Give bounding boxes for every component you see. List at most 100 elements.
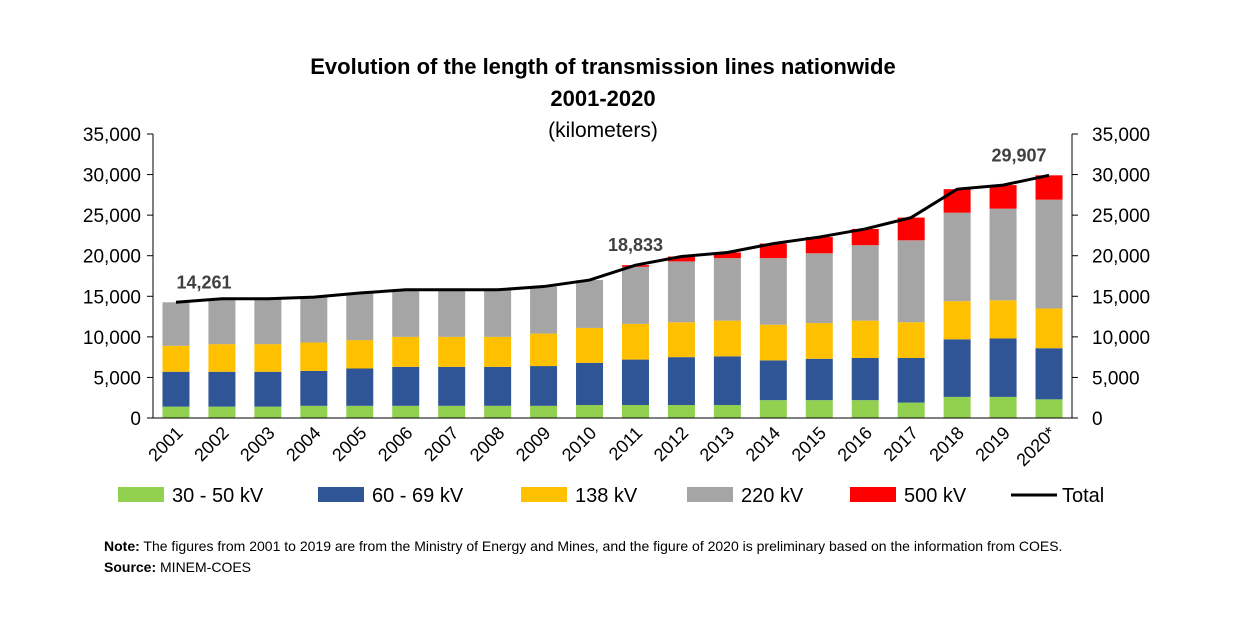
legend-label-1: 60 - 69 kV (372, 485, 464, 507)
bar-segment-1-1 (208, 371, 236, 407)
bar-segment-0-9 (576, 405, 604, 418)
bar-segment-3-15 (851, 245, 879, 321)
x-tick-label: 2002 (190, 423, 232, 465)
x-tick-label: 2020* (1012, 423, 1059, 470)
legend-swatch-0 (118, 487, 164, 502)
bar-segment-1-16 (897, 357, 925, 403)
bar-segment-3-7 (484, 289, 512, 337)
bar-segment-4-13 (759, 243, 787, 259)
bar-segment-1-11 (667, 357, 695, 406)
chart-subtitle: (kilometers) (548, 119, 658, 142)
bar-segment-1-0 (162, 371, 190, 407)
y-tick-label-right: 0 (1092, 409, 1103, 430)
bar-segment-4-16 (897, 217, 925, 241)
legend-swatch-1 (318, 487, 364, 502)
x-tick-label: 2009 (512, 423, 554, 465)
bar-segment-0-0 (162, 406, 190, 418)
y-tick-label-right: 35,000 (1092, 125, 1150, 146)
legend-label-total: Total (1062, 485, 1104, 507)
y-tick-label-left: 0 (130, 409, 141, 430)
bar-segment-1-10 (621, 359, 649, 406)
y-tick-label-right: 30,000 (1092, 166, 1150, 187)
bar-segment-2-7 (484, 336, 512, 367)
bar-segment-3-6 (438, 289, 466, 337)
bar-segment-4-11 (667, 256, 695, 262)
bar-segment-1-9 (576, 362, 604, 406)
bar-segment-2-19 (1035, 308, 1063, 349)
bar-segment-2-16 (897, 322, 925, 358)
total-callout: 29,907 (991, 145, 1046, 165)
bar-segment-0-15 (851, 400, 879, 418)
x-tick-label: 2014 (742, 423, 784, 465)
bar-segment-0-2 (254, 406, 282, 418)
x-tick-label: 2008 (466, 423, 508, 465)
x-tick-label: 2017 (880, 423, 922, 465)
note-block: Note: The figures from 2001 to 2019 are … (104, 536, 1164, 578)
bar-segment-1-8 (530, 366, 558, 406)
bar-segment-3-5 (392, 289, 420, 337)
bar-segment-0-11 (667, 405, 695, 418)
bar-segment-1-13 (759, 360, 787, 401)
bar-segment-3-3 (300, 297, 328, 343)
bar-segment-4-14 (805, 237, 833, 254)
bar-segment-2-17 (943, 301, 971, 340)
y-tick-label-left: 20,000 (83, 247, 141, 268)
bar-segment-3-11 (667, 261, 695, 323)
bar-segment-0-10 (621, 405, 649, 418)
bar-segment-3-16 (897, 240, 925, 323)
plot-area: 0 0 5,000 5,000 10,000 10,000 15,000 15,000 20,0… (83, 125, 1150, 470)
legend-swatch-2 (521, 487, 567, 502)
source-text: MINEM-COES (160, 559, 252, 575)
x-tick-label: 2005 (328, 423, 370, 465)
bar-segment-1-5 (392, 366, 420, 406)
bar-segment-2-2 (254, 344, 282, 372)
bar-segment-1-18 (989, 338, 1017, 397)
bar-segment-1-6 (438, 366, 466, 406)
bar-segment-1-12 (713, 356, 741, 406)
bar-segment-1-15 (851, 357, 879, 401)
bar-segment-4-12 (713, 252, 741, 259)
y-tick-label-left: 35,000 (83, 125, 141, 146)
bar-segment-2-4 (346, 340, 374, 369)
bar-segment-2-12 (713, 320, 741, 357)
legend-swatch-4 (850, 487, 896, 502)
y-tick-label-left: 5,000 (93, 368, 141, 389)
legend-swatch-3 (687, 487, 733, 502)
source-label: Source: (104, 559, 157, 575)
y-tick-label-left: 15,000 (83, 287, 141, 308)
y-tick-label-left: 25,000 (83, 206, 141, 227)
x-tick-label: 2004 (282, 423, 324, 465)
bar-segment-3-10 (621, 266, 649, 324)
bar-segment-2-9 (576, 327, 604, 363)
bar-segment-2-11 (667, 322, 695, 358)
note-line: Note: The figures from 2001 to 2019 are … (104, 536, 1164, 557)
bar-segment-0-7 (484, 405, 512, 418)
x-tick-label: 2019 (971, 423, 1013, 465)
total-line (175, 173, 1050, 304)
bar-segment-1-19 (1035, 348, 1063, 400)
y-tick-label-left: 10,000 (83, 328, 141, 349)
x-tick-label: 2003 (236, 423, 278, 465)
bar-segment-1-7 (484, 366, 512, 406)
y-tick-label-right: 25,000 (1092, 206, 1150, 227)
bar-segment-2-15 (851, 320, 879, 358)
y-tick-label-right: 5,000 (1092, 368, 1140, 389)
bar-segment-0-17 (943, 396, 971, 418)
bar-segment-4-17 (943, 189, 971, 213)
bar-segment-3-13 (759, 258, 787, 325)
x-tick-label: 2016 (834, 423, 876, 465)
bar-segment-0-3 (300, 405, 328, 418)
bar-segment-4-15 (851, 228, 879, 246)
bar-segment-3-4 (346, 293, 374, 341)
bar-segment-1-3 (300, 370, 328, 406)
x-tick-label: 2012 (650, 423, 692, 465)
bar-segment-3-8 (530, 286, 558, 334)
bar-segment-0-12 (713, 405, 741, 418)
bar-segment-0-16 (897, 402, 925, 418)
x-tick-label: 2007 (420, 423, 462, 465)
legend-label-3: 220 kV (741, 485, 804, 507)
bar-segment-0-8 (530, 405, 558, 418)
bar-segment-3-14 (805, 253, 833, 324)
bar-segment-1-14 (805, 358, 833, 401)
